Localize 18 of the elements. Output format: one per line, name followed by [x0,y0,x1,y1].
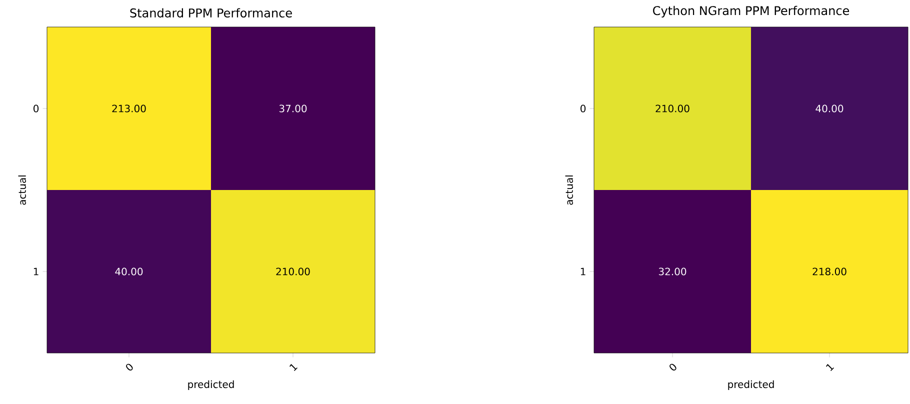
x-axis-title: predicted [728,380,774,390]
x-tick-label: 0 [670,364,676,371]
x-tick-label: 1 [826,364,834,372]
x-tick-label: 0 [126,364,133,371]
data-label: 210.00 [656,104,690,112]
data-label: 40.00 [816,104,844,112]
y-axis-title: actual [18,176,26,205]
data-label: 218.00 [812,268,846,276]
y-axis-title: actual [565,176,573,205]
data-label: 40.00 [115,268,143,276]
x-axis-title: predicted [188,380,234,390]
x-tick-label: 1 [290,364,298,372]
data-label: 32.00 [658,268,686,276]
data-label: 210.00 [276,268,310,276]
data-label: 37.00 [279,104,307,112]
data-label: 213.00 [112,104,146,112]
chart-title: Cython NGram PPM Performance [653,6,850,18]
chart-title: Standard PPM Performance [130,8,292,18]
